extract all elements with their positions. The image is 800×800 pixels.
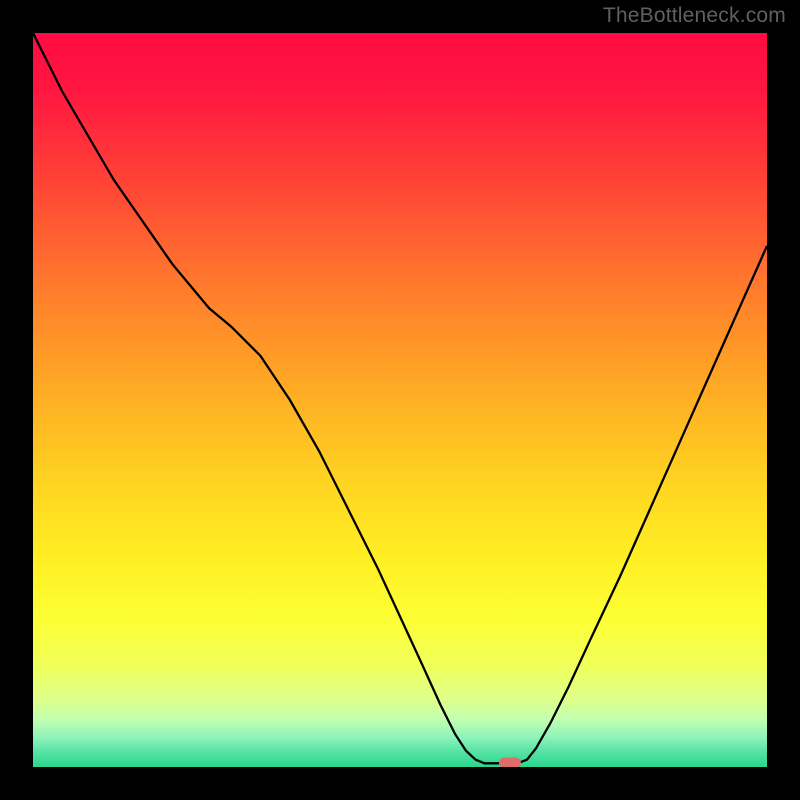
watermark-text: TheBottleneck.com	[603, 4, 786, 28]
bottleneck-curve	[33, 33, 767, 767]
chart-frame: TheBottleneck.com	[0, 0, 800, 800]
plot-area	[33, 33, 767, 767]
curve-path	[33, 33, 767, 763]
optimal-marker	[499, 758, 521, 767]
